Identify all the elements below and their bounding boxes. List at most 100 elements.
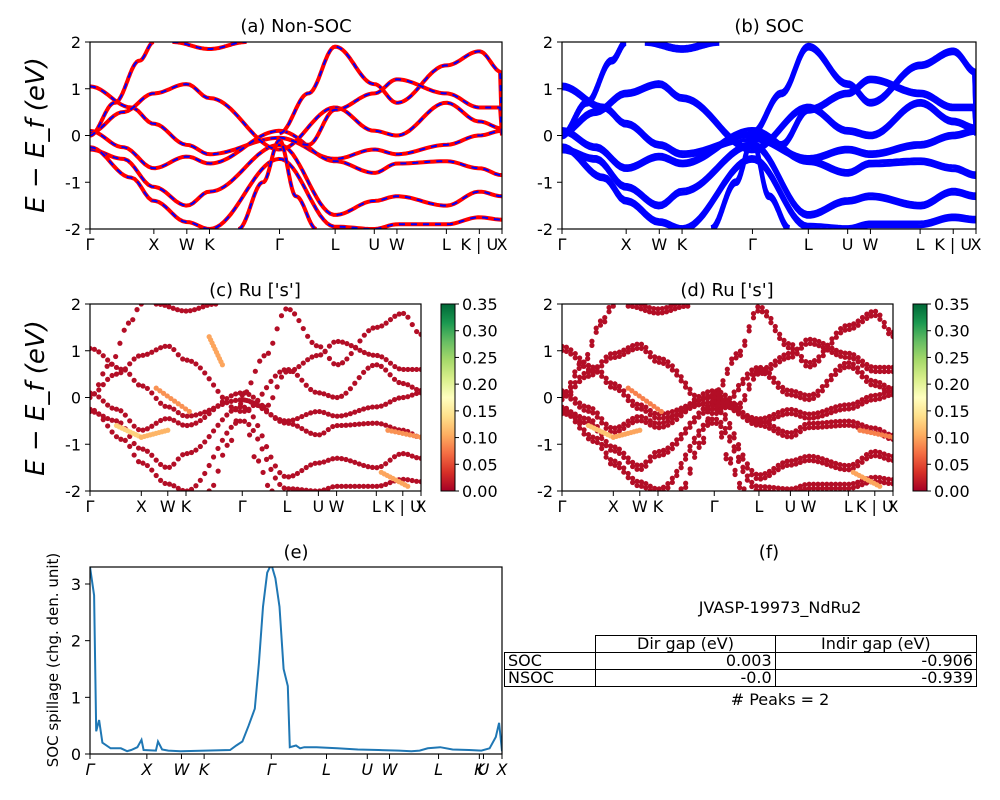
scatter-point (625, 459, 631, 465)
scatter-point (338, 393, 345, 399)
scatter-point (790, 346, 796, 352)
scatter-point (572, 350, 578, 357)
scatter-point (846, 326, 853, 333)
scatter-point (687, 443, 693, 449)
scatter-point (413, 390, 420, 397)
scatter-point (590, 406, 596, 412)
scatter-point (810, 424, 817, 431)
scatter-point (784, 434, 790, 440)
scatter-point (590, 434, 596, 440)
scatter-point (655, 310, 661, 316)
scatter-point (647, 354, 653, 360)
scatter-point (585, 369, 592, 375)
scatter-point (687, 400, 693, 407)
scatter-point (334, 413, 340, 419)
scatter-point (175, 456, 181, 462)
y-tick-label: 0 (71, 389, 81, 408)
scatter-point (660, 452, 667, 458)
scatter-point (682, 452, 689, 458)
scatter-point (343, 422, 349, 428)
scatter-point (784, 411, 790, 417)
scatter-point (599, 445, 605, 452)
scatter-point (736, 484, 743, 491)
x-tick-label: K | U (934, 235, 972, 254)
scatter-point (777, 359, 783, 365)
scatter-point (414, 328, 420, 335)
scatter-point (802, 421, 808, 428)
scatter-point (581, 403, 587, 409)
scatter-point (356, 461, 362, 467)
scatter-point (753, 483, 759, 489)
y-tick-label: 1 (543, 342, 553, 361)
scatter-point (264, 482, 271, 489)
scatter-point (594, 368, 600, 374)
scatter-point (197, 417, 203, 424)
scatter-point (191, 307, 198, 313)
scatter-point (418, 366, 421, 373)
scatter-point (188, 449, 195, 456)
scatter-point (886, 331, 892, 337)
panel-a-ylabel: E − E_f (eV) (21, 57, 51, 213)
scatter-point (759, 370, 765, 377)
scatter-point (312, 409, 318, 415)
scatter-point (868, 313, 874, 319)
scatter-point (568, 413, 574, 419)
scatter-point (810, 391, 817, 397)
scatter-point (803, 363, 809, 369)
scatter-point-weighted (179, 403, 185, 409)
scatter-point (850, 461, 856, 467)
scatter-point (607, 447, 614, 453)
scatter-point (638, 345, 645, 352)
scatter-point (740, 380, 746, 387)
scatter-point (700, 406, 706, 412)
gap-table-header-dir: Dir gap (eV) (595, 635, 776, 653)
scatter-point (735, 382, 742, 389)
scatter-point (737, 400, 744, 406)
scatter-point (352, 380, 358, 386)
scatter-point (400, 451, 406, 457)
y-tick-label: 3 (71, 575, 81, 594)
scatter-point (215, 403, 221, 409)
scatter-point (396, 451, 402, 457)
scatter-point (400, 394, 406, 401)
scatter-point (674, 407, 680, 413)
scatter-point (630, 475, 636, 481)
scatter-point (696, 397, 702, 404)
scatter-point (749, 472, 755, 478)
scatter-point (374, 404, 380, 410)
scatter-point (277, 418, 283, 424)
scatter-point (828, 377, 834, 383)
scatter-point (321, 459, 327, 465)
scatter-point (144, 462, 150, 469)
scatter-point (621, 392, 627, 398)
scatter-point (660, 420, 667, 426)
colorbar-tick-label: 0.20 (934, 375, 970, 394)
scatter-point (753, 471, 759, 477)
scatter-point (846, 402, 852, 408)
scatter-point (347, 411, 353, 417)
scatter-point (187, 308, 193, 314)
scatter-point (727, 460, 734, 466)
scatter-point (303, 411, 309, 418)
scatter-point (603, 421, 609, 427)
scatter-point (810, 420, 817, 426)
scatter-point (383, 422, 389, 428)
scatter-point (665, 481, 671, 487)
scatter-point (331, 361, 337, 367)
scatter-point (780, 428, 786, 434)
scatter-point (577, 355, 583, 361)
scatter-point (309, 354, 315, 360)
scatter-point (270, 395, 276, 401)
scatter-point-weighted (418, 434, 421, 440)
scatter-point (674, 416, 680, 423)
scatter-point (318, 344, 324, 350)
scatter-point (772, 362, 778, 368)
scatter-point (833, 423, 839, 429)
scatter-point (678, 378, 684, 384)
band-line (562, 126, 976, 176)
scatter-point (680, 304, 687, 310)
scatter-point (700, 410, 706, 416)
scatter-point (630, 342, 636, 349)
colorbar-tick-label: 0.35 (934, 295, 970, 314)
